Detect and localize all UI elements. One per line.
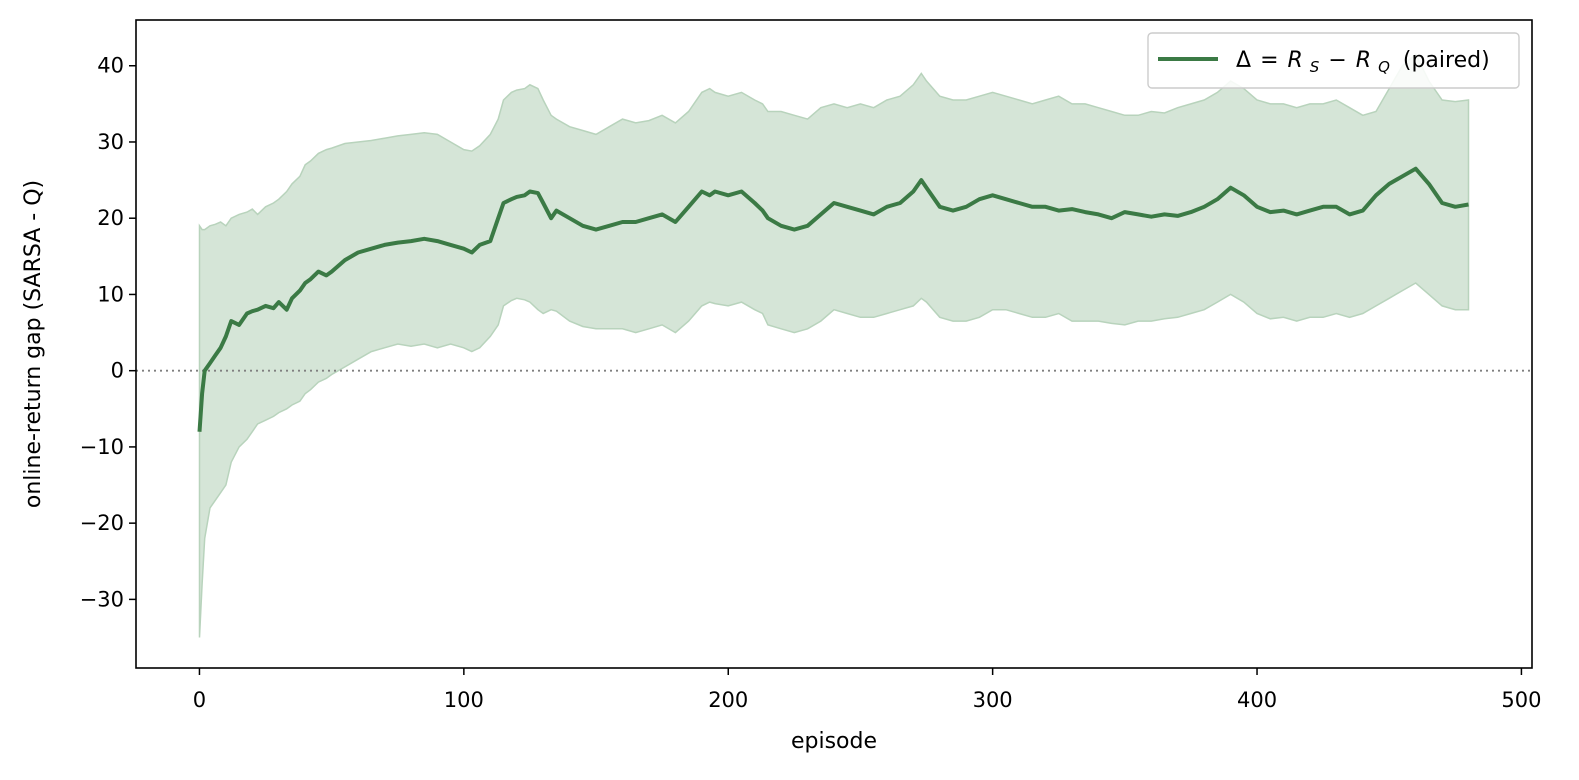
confidence-band (198, 53, 1470, 638)
x-tick-label: 500 (1501, 688, 1541, 712)
x-tick-label: 0 (193, 688, 206, 712)
y-tick-label: 40 (97, 54, 124, 78)
legend-suffix: (paired) (1403, 48, 1490, 73)
x-tick-label: 300 (973, 688, 1013, 712)
legend-sub-q: Q (1378, 58, 1390, 76)
legend-r-s: R (1288, 48, 1303, 73)
y-tick-label: 10 (97, 282, 124, 306)
y-axis-label: online-return gap (SARSA - Q) (21, 180, 46, 508)
confidence-band-layer (198, 53, 1470, 638)
y-tick-label: 30 (97, 130, 124, 154)
y-tick-label: −10 (80, 435, 124, 459)
legend-r-q: R (1356, 48, 1371, 73)
legend-label: Δ = R S − R Q (paired) (1236, 48, 1490, 78)
legend-box (1147, 32, 1520, 89)
y-tick-label: 20 (97, 206, 124, 230)
legend-sub-s: S (1310, 58, 1320, 76)
y-tick-label: −20 (80, 511, 124, 535)
legend-eq: = (1260, 48, 1278, 73)
series-line-layer (197, 166, 1469, 432)
y-tick-label: 0 (111, 359, 124, 383)
legend-delta: Δ (1236, 48, 1251, 73)
y-tick-label: −30 (80, 587, 124, 611)
x-tick-label: 200 (708, 688, 748, 712)
x-tick-label: 100 (444, 688, 484, 712)
legend: Δ = R S − R Q (paired) (1147, 32, 1520, 89)
legend-minus: − (1328, 48, 1346, 73)
x-tick-label: 400 (1237, 688, 1277, 712)
plot-frame (135, 19, 1533, 669)
x-ticks: 0 100 200 300 400 500 (193, 668, 1541, 712)
series-line-delta (197, 166, 1469, 432)
x-axis-label: episode (791, 729, 877, 754)
y-ticks: −30 −20 −10 0 10 20 30 40 (80, 54, 136, 611)
